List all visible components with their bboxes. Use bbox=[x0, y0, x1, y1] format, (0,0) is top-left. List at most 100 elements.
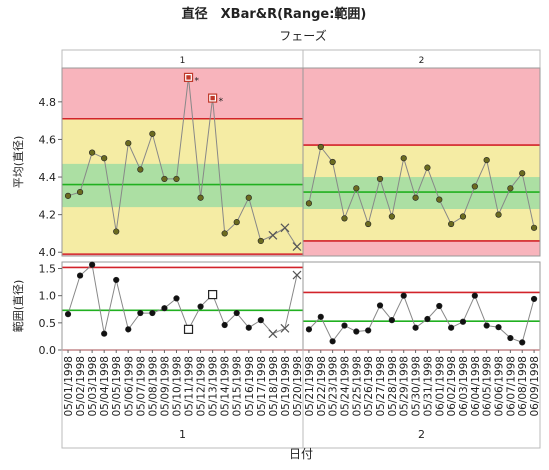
range-point bbox=[483, 322, 490, 329]
x-axis-frame bbox=[61, 349, 541, 449]
xbar-point-x bbox=[292, 242, 302, 252]
phase-label-2: 2 bbox=[419, 56, 425, 66]
range-series-line-2 bbox=[308, 294, 535, 344]
range-point bbox=[101, 330, 108, 337]
x-tick-label: 06/01/1998 bbox=[434, 356, 446, 417]
range-point bbox=[137, 309, 144, 317]
range-point bbox=[376, 302, 384, 309]
x-tick-label: 06/06/1998 bbox=[494, 356, 506, 417]
xbar-point bbox=[173, 175, 180, 183]
xbar-point-x-stroke bbox=[268, 230, 278, 240]
xbar-point bbox=[305, 200, 313, 207]
phase-title: フェーズ bbox=[279, 28, 326, 43]
range-ylabel: 範囲(直径) bbox=[11, 280, 25, 333]
range-series-line-1 bbox=[67, 263, 298, 335]
x-tick-label: 05/07/1998 bbox=[135, 356, 147, 417]
x-tick-label: 05/05/1998 bbox=[111, 356, 123, 417]
xbar-point bbox=[257, 237, 264, 245]
xbar-point bbox=[436, 196, 443, 203]
range-point bbox=[149, 309, 156, 317]
x-tick-label: 05/02/1998 bbox=[75, 356, 87, 417]
range-point bbox=[412, 324, 419, 331]
xbar-point bbox=[125, 140, 132, 147]
range-point bbox=[76, 272, 84, 279]
range-point bbox=[197, 303, 204, 310]
xbar-point bbox=[376, 175, 384, 183]
range-point bbox=[495, 324, 502, 331]
range-point bbox=[64, 311, 72, 318]
x-tick-label: 05/13/1998 bbox=[208, 356, 220, 417]
xbar-flag-star: * bbox=[195, 76, 200, 86]
range-plot-frame bbox=[61, 261, 541, 351]
xbar-ytick-label: 4.8 bbox=[39, 96, 57, 109]
x-tick-label: 05/24/1998 bbox=[339, 356, 351, 417]
xbar-point-flagged-center bbox=[210, 95, 215, 101]
range-point bbox=[233, 309, 240, 317]
x-tick-label: 05/20/1998 bbox=[292, 356, 304, 417]
xbar-plot-frame bbox=[61, 67, 541, 257]
xbar-point bbox=[329, 158, 336, 166]
x-tick-label: 05/06/1998 bbox=[123, 356, 135, 417]
xbar-point bbox=[388, 213, 395, 220]
xbar-ytick-label: 4.2 bbox=[39, 209, 57, 222]
x-tick-label: 06/08/1998 bbox=[517, 356, 529, 417]
xbar-point bbox=[76, 188, 84, 196]
xbar-zone-red-lower-1 bbox=[62, 254, 303, 256]
x-tick-label: 05/14/1998 bbox=[220, 356, 232, 417]
xbar-point-x-stroke bbox=[280, 223, 290, 233]
x-tick-label: 06/09/1998 bbox=[529, 356, 541, 417]
xbar-point bbox=[471, 183, 478, 190]
x-tick-label: 05/23/1998 bbox=[328, 356, 340, 417]
xbar-point bbox=[89, 149, 96, 156]
range-point bbox=[400, 292, 407, 299]
x-tick-label: 06/03/1998 bbox=[458, 356, 470, 417]
range-point-x bbox=[280, 323, 290, 333]
xbar-point-x bbox=[268, 230, 278, 240]
x-tick-label: 05/18/1998 bbox=[268, 356, 280, 417]
xbar-point bbox=[233, 219, 240, 226]
x-tick-label: 05/28/1998 bbox=[387, 356, 399, 417]
xbar-point bbox=[221, 230, 228, 237]
xbar-point bbox=[507, 185, 514, 192]
xbar-point-x-stroke bbox=[292, 242, 302, 252]
range-point bbox=[471, 292, 478, 299]
xbar-point bbox=[459, 213, 467, 220]
xbar-point bbox=[412, 194, 419, 201]
range-point bbox=[305, 326, 313, 333]
xbar-zone-green-1 bbox=[62, 163, 303, 208]
xbar-point bbox=[113, 228, 120, 235]
range-point bbox=[436, 302, 443, 310]
range-point bbox=[424, 315, 431, 323]
xbar-point bbox=[519, 170, 526, 177]
xbar-zone-red-upper-1 bbox=[62, 68, 303, 119]
xbar-point bbox=[495, 211, 502, 218]
xbar-ytick-label: 4.0 bbox=[39, 246, 57, 259]
range-point bbox=[388, 317, 395, 324]
x-tick-label: 05/12/1998 bbox=[196, 356, 208, 417]
xbar-zone-red-lower-2 bbox=[303, 240, 540, 256]
x-tick-label: 05/09/1998 bbox=[159, 356, 171, 417]
x-tick-label: 05/31/1998 bbox=[422, 356, 434, 417]
x-tick-label: 05/30/1998 bbox=[411, 356, 423, 417]
range-point bbox=[317, 313, 324, 320]
xbar-flag-star: * bbox=[219, 97, 224, 107]
x-tick-label: 05/19/1998 bbox=[280, 356, 292, 417]
range-point bbox=[161, 305, 168, 312]
x-tick-label: 05/21/1998 bbox=[304, 356, 316, 417]
xbar-point bbox=[197, 194, 204, 201]
range-point bbox=[113, 276, 120, 284]
x-tick-label: 05/08/1998 bbox=[147, 356, 159, 417]
range-point bbox=[353, 328, 360, 335]
phase-header bbox=[61, 49, 541, 69]
x-tick-label: 05/11/1998 bbox=[184, 356, 196, 417]
x-tick-label: 05/01/1998 bbox=[63, 356, 75, 417]
range-point-x bbox=[292, 270, 302, 280]
x-tick-label: 06/04/1998 bbox=[470, 356, 482, 417]
x-tick-label: 05/22/1998 bbox=[316, 356, 328, 417]
range-point bbox=[365, 327, 372, 334]
x-tick-label: 05/04/1998 bbox=[99, 356, 111, 417]
range-point-flagged bbox=[183, 324, 194, 334]
range-point bbox=[459, 318, 467, 325]
xbar-point bbox=[245, 194, 252, 201]
